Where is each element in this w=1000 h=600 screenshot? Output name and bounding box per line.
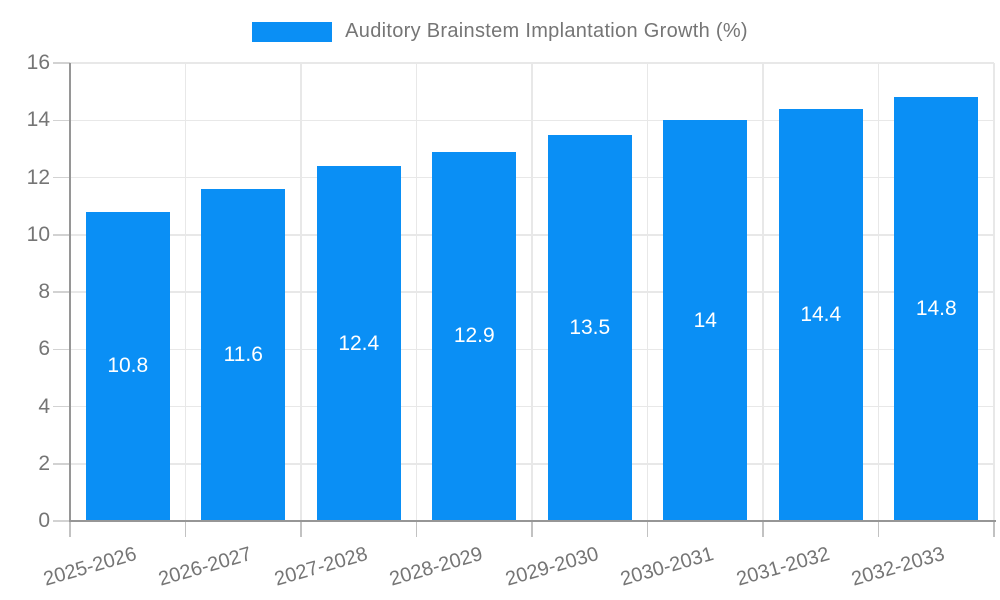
x-axis-tick <box>993 521 995 537</box>
y-axis-tick <box>53 520 70 522</box>
y-axis-tick-label: 6 <box>38 337 50 361</box>
x-axis-label: 2031-2032 <box>733 543 832 591</box>
v-gridline <box>877 63 880 521</box>
x-axis-label: 2027-2028 <box>271 543 370 591</box>
bar-value-label: 11.6 <box>223 342 263 366</box>
legend[interactable]: Auditory Brainstem Implantation Growth (… <box>0 20 1000 43</box>
y-axis-tick <box>53 234 70 236</box>
y-axis-tick-label: 2 <box>38 451 50 475</box>
bar[interactable] <box>547 134 632 521</box>
y-axis-tick <box>53 119 70 121</box>
bar[interactable] <box>778 108 863 521</box>
x-axis-tick <box>877 521 880 537</box>
v-gridline <box>762 63 764 521</box>
y-axis-tick <box>53 348 70 350</box>
x-axis-line <box>69 520 996 522</box>
y-axis-tick-label: 16 <box>26 51 50 74</box>
bar-value-label: 14 <box>693 308 717 332</box>
x-axis-tick <box>415 521 418 537</box>
bar-value-label: 12.9 <box>453 324 495 348</box>
y-axis-tick <box>53 176 70 179</box>
bar-value-label: 12.4 <box>338 331 380 355</box>
x-axis-label: 2026-2027 <box>156 543 255 591</box>
bar[interactable] <box>201 188 286 521</box>
bar-value-label: 14.8 <box>915 297 957 321</box>
y-axis-tick <box>53 62 70 64</box>
y-axis-line <box>69 63 71 522</box>
x-axis-label: 2025-2026 <box>40 543 139 591</box>
x-axis-label: 2032-2033 <box>849 543 948 591</box>
v-gridline <box>184 63 187 521</box>
x-axis-tick <box>531 521 533 537</box>
v-gridline <box>415 63 418 521</box>
x-axis-tick <box>69 521 71 537</box>
v-gridline <box>646 63 649 521</box>
y-axis-tick <box>53 463 70 465</box>
x-axis-tick <box>646 521 649 537</box>
y-axis-tick-label: 8 <box>38 280 50 303</box>
bar-value-label: 14.4 <box>800 302 842 326</box>
x-axis-tick <box>300 521 302 537</box>
x-axis-label: 2030-2031 <box>618 543 717 591</box>
y-axis-tick-label: 12 <box>26 165 50 189</box>
y-axis-tick-label: 10 <box>26 222 50 246</box>
y-axis-tick <box>53 291 70 293</box>
legend-swatch-icon <box>252 21 333 42</box>
y-axis-tick-label: 0 <box>38 509 50 532</box>
y-axis-tick-label: 4 <box>38 394 50 418</box>
legend-label: Auditory Brainstem Implantation Growth (… <box>345 20 748 42</box>
y-axis-tick-label: 14 <box>26 108 50 132</box>
bar[interactable] <box>316 166 401 521</box>
bar[interactable] <box>85 211 170 521</box>
v-gridline <box>531 63 533 521</box>
bar-value-label: 10.8 <box>107 354 149 378</box>
x-axis-tick <box>184 521 187 537</box>
bar[interactable] <box>432 151 517 521</box>
bar[interactable] <box>663 120 748 521</box>
x-axis-label: 2029-2030 <box>502 543 601 591</box>
x-axis-tick <box>762 521 764 537</box>
bar-value-label: 13.5 <box>569 315 611 339</box>
y-axis-tick <box>53 405 70 408</box>
v-gridline <box>300 63 302 521</box>
v-gridline <box>993 63 995 521</box>
bar[interactable] <box>894 97 979 521</box>
x-axis-label: 2028-2029 <box>387 543 486 591</box>
